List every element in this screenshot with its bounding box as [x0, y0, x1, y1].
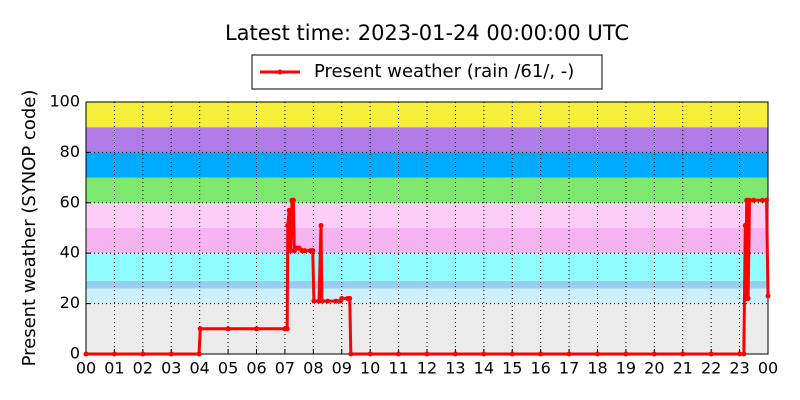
y-tick-label: 40 [60, 243, 80, 262]
data-point [168, 351, 174, 357]
data-point [764, 197, 770, 203]
data-point [759, 197, 765, 203]
band [86, 127, 768, 153]
data-point [765, 293, 771, 299]
x-tick-label: 08 [303, 359, 323, 378]
x-tick-label: 15 [502, 359, 522, 378]
data-point [741, 351, 747, 357]
x-tick-label: 17 [559, 359, 579, 378]
data-point [286, 207, 292, 213]
data-point [745, 296, 751, 302]
x-tick-label: 16 [530, 359, 550, 378]
x-tick-label: 00 [76, 359, 96, 378]
x-tick-label: 20 [644, 359, 664, 378]
data-point [651, 351, 657, 357]
x-tick-label: 11 [388, 359, 408, 378]
x-tick-label: 21 [673, 359, 693, 378]
x-tick-label: 01 [104, 359, 124, 378]
x-tick-label: 19 [616, 359, 636, 378]
x-tick-label: 07 [275, 359, 295, 378]
data-point [348, 351, 354, 357]
data-point [339, 296, 345, 302]
data-point [708, 351, 714, 357]
data-point [538, 351, 544, 357]
data-point [111, 351, 117, 357]
y-tick-label: 60 [60, 192, 80, 211]
y-tick-label: 20 [60, 293, 80, 312]
x-tick-label: 23 [729, 359, 749, 378]
data-point [623, 351, 629, 357]
data-point [424, 351, 430, 357]
data-point [311, 298, 317, 304]
data-point [285, 222, 291, 228]
data-point [288, 248, 294, 254]
x-tick-label: 03 [161, 359, 181, 378]
data-point [319, 298, 325, 304]
data-point [742, 222, 748, 228]
x-tick-label: 18 [587, 359, 607, 378]
data-point [254, 326, 259, 332]
x-tick-label: 13 [445, 359, 465, 378]
legend-marker [277, 69, 283, 75]
x-tick-label: 09 [332, 359, 352, 378]
data-point [737, 351, 743, 357]
x-tick-label: 04 [189, 359, 209, 378]
data-point [566, 351, 572, 357]
data-point [680, 351, 686, 357]
data-point [197, 326, 203, 332]
y-tick-label: 100 [49, 92, 80, 111]
chart-title: Latest time: 2023-01-24 00:00:00 UTC [225, 21, 629, 45]
band [86, 288, 768, 304]
data-point [333, 298, 339, 304]
x-tick-label: 06 [246, 359, 266, 378]
data-point [318, 222, 324, 228]
data-point [290, 197, 296, 203]
data-point [595, 351, 600, 357]
data-point [325, 298, 331, 304]
data-point [751, 197, 757, 203]
x-tick-label: 00 [758, 359, 778, 378]
data-point [367, 351, 373, 357]
x-tick-label: 02 [133, 359, 153, 378]
x-tick-label: 05 [218, 359, 238, 378]
data-point [140, 351, 146, 357]
legend-box [251, 54, 603, 90]
y-tick-label: 0 [70, 344, 80, 363]
data-point [284, 326, 290, 332]
data-point [347, 296, 353, 302]
x-tick-label: 12 [417, 359, 437, 378]
x-tick-label: 14 [474, 359, 494, 378]
data-point [452, 351, 458, 357]
legend-label: Present weather (rain /61/, -) [314, 61, 574, 82]
data-point [302, 248, 308, 254]
x-tick-label: 22 [701, 359, 721, 378]
band [86, 228, 768, 254]
data-point [481, 351, 487, 357]
data-point [225, 326, 231, 332]
data-point [747, 197, 753, 203]
data-point [196, 351, 202, 357]
data-point [396, 351, 402, 357]
data-point [310, 248, 316, 254]
y-tick-label: 80 [60, 142, 80, 161]
y-axis-label: Present weather (SYNOP code) [19, 90, 40, 367]
data-point [509, 351, 515, 357]
band [86, 152, 768, 178]
data-point [83, 351, 89, 357]
band [86, 253, 768, 281]
x-tick-label: 10 [360, 359, 380, 378]
band [86, 280, 768, 289]
